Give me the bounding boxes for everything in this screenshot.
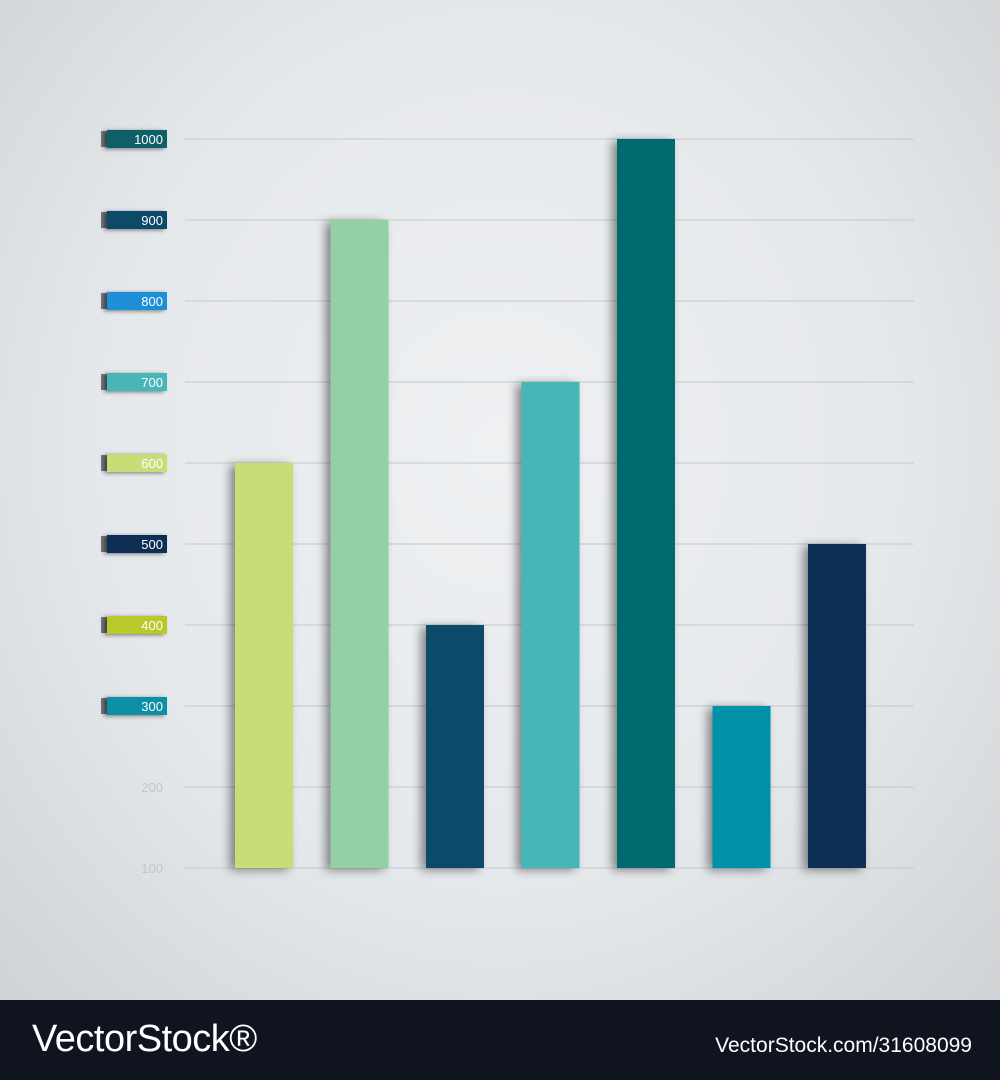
bar bbox=[617, 139, 675, 868]
y-tick-label: 400 bbox=[141, 618, 163, 633]
y-tick-label: 900 bbox=[141, 213, 163, 228]
bar bbox=[235, 463, 293, 868]
bar-chart: 1000 900 800 700 600 500 400 300 200 100 bbox=[101, 130, 914, 876]
chart-area: 1000 900 800 700 600 500 400 300 200 100 bbox=[0, 0, 1000, 1000]
bar bbox=[712, 706, 771, 868]
y-tick-label: 1000 bbox=[134, 132, 163, 147]
y-tick-label: 500 bbox=[141, 537, 163, 552]
bar bbox=[521, 382, 580, 868]
y-tick-badge bbox=[101, 616, 167, 634]
y-tick-badge bbox=[101, 130, 167, 148]
y-tick-badge bbox=[101, 292, 167, 310]
bar bbox=[808, 544, 866, 868]
y-tick-label: 300 bbox=[141, 699, 163, 714]
watermark-footer: VectorStock® VectorStock.com/31608099 bbox=[0, 1000, 1000, 1080]
y-tick-badge bbox=[101, 697, 167, 715]
bar bbox=[330, 220, 389, 868]
y-tick-label: 100 bbox=[141, 861, 163, 876]
y-tick-badge bbox=[101, 535, 167, 553]
y-tick-badge bbox=[101, 454, 167, 472]
y-tick-label: 600 bbox=[141, 456, 163, 471]
bar bbox=[426, 625, 484, 868]
y-tick-label: 200 bbox=[141, 780, 163, 795]
y-axis-ticks: 1000 900 800 700 600 500 400 300 200 100 bbox=[101, 130, 167, 876]
brand-logo: VectorStock® bbox=[32, 1018, 257, 1060]
y-tick-badge bbox=[101, 211, 167, 229]
bars bbox=[235, 139, 866, 868]
image-id-text: VectorStock.com/31608099 bbox=[715, 1034, 972, 1057]
y-tick-label: 800 bbox=[141, 294, 163, 309]
y-tick-label: 700 bbox=[141, 375, 163, 390]
y-tick-badge bbox=[101, 373, 167, 391]
